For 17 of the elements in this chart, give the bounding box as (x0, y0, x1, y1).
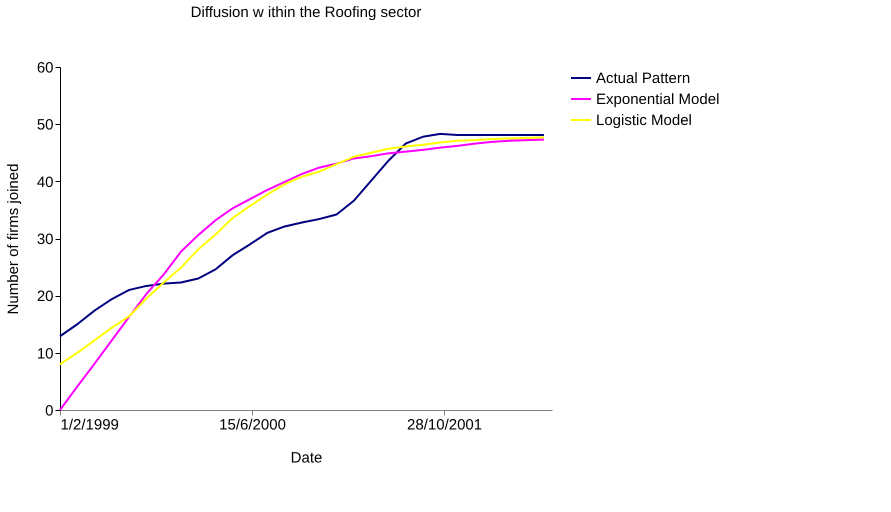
y-tick-label: 0 (45, 402, 54, 420)
x-tick-label: 15/6/2000 (219, 416, 286, 434)
legend-label: Logistic Model (596, 112, 692, 129)
y-tick-label: 60 (36, 60, 54, 76)
chart-title: Diffusion w ithin the Roofing sector (190, 4, 422, 21)
x-tick-label: 28/10/2001 (407, 416, 482, 434)
line-series (59, 138, 545, 411)
y-axis-title: Number of firms joined (4, 164, 22, 314)
x-axis-title: Date (290, 450, 322, 466)
legend-label: Exponential Model (596, 91, 720, 108)
y-tick-label: 30 (36, 231, 54, 248)
legend-label: Actual Pattern (596, 70, 690, 87)
y-tick-label: 10 (36, 345, 54, 362)
y-tick-label: 40 (36, 174, 54, 191)
y-tick-label: 50 (36, 116, 54, 134)
y-tick-label: 20 (36, 288, 54, 306)
x-tick-label: 1/2/1999 (60, 416, 119, 434)
